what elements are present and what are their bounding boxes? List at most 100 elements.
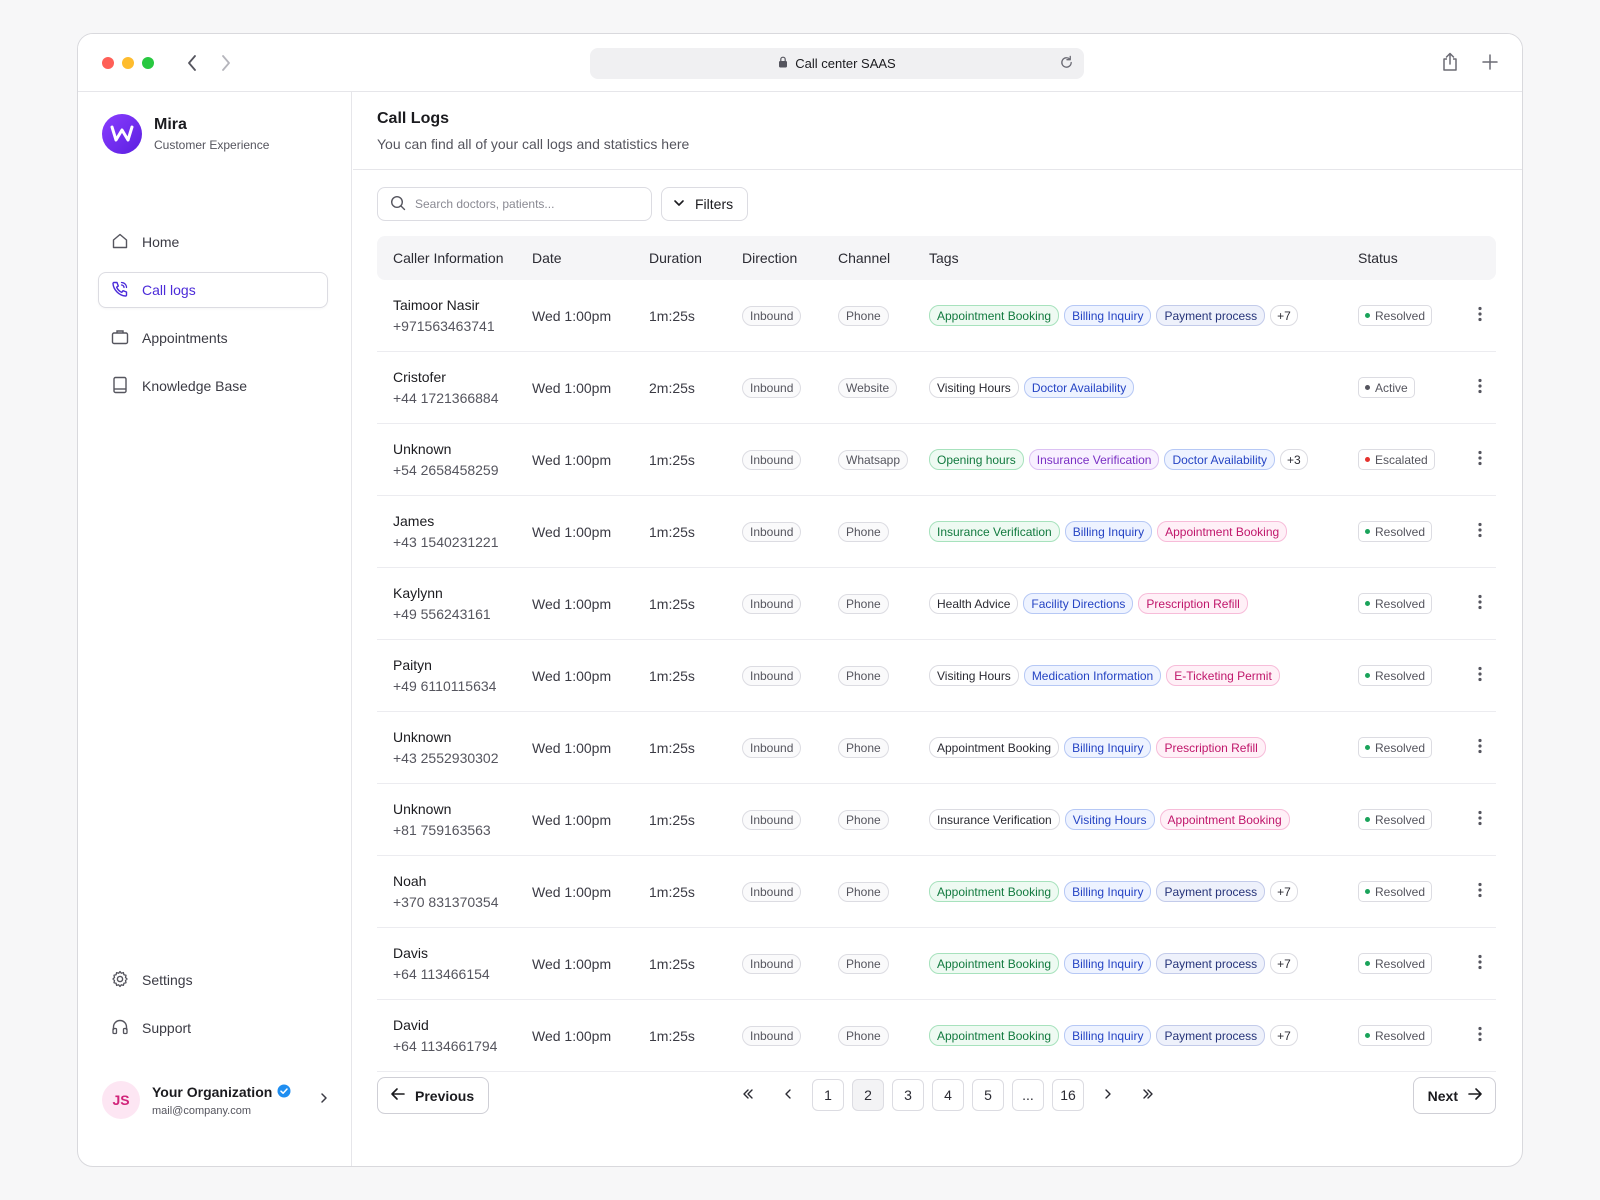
search-input[interactable] xyxy=(415,197,635,211)
more-options-icon[interactable] xyxy=(1477,306,1482,325)
more-options-icon[interactable] xyxy=(1477,882,1482,901)
tag[interactable]: Prescription Refill xyxy=(1138,593,1248,614)
column-header-date[interactable]: Date xyxy=(532,250,562,266)
tag[interactable]: Prescription Refill xyxy=(1156,737,1266,758)
tag[interactable]: Appointment Booking xyxy=(929,305,1060,326)
column-header-channel[interactable]: Channel xyxy=(838,250,891,266)
maximize-window-button[interactable] xyxy=(142,57,154,69)
previous-page-button[interactable]: Previous xyxy=(377,1077,490,1114)
page-number-button[interactable]: 4 xyxy=(932,1079,964,1111)
sidebar-item-appointments[interactable]: Appointments xyxy=(98,320,328,356)
share-icon[interactable] xyxy=(1442,52,1458,77)
next-page-button[interactable]: Next xyxy=(1412,1077,1496,1114)
tag[interactable]: Insurance Verification xyxy=(929,521,1060,542)
filters-button[interactable]: Filters xyxy=(661,187,749,221)
caller-name: Unknown xyxy=(393,441,452,457)
tag[interactable]: Payment process xyxy=(1156,881,1266,902)
page-number-button[interactable]: 16 xyxy=(1052,1079,1084,1111)
tag[interactable]: Payment process xyxy=(1156,305,1266,326)
forward-arrow-icon[interactable] xyxy=(218,53,234,73)
tag[interactable]: Doctor Availability xyxy=(1164,449,1275,470)
tag[interactable]: Billing Inquiry xyxy=(1064,1025,1152,1046)
close-window-button[interactable] xyxy=(102,57,114,69)
more-options-icon[interactable] xyxy=(1477,954,1482,973)
table-row[interactable]: David +64 1134661794 Wed 1:00pm 1m:25s Inbou… xyxy=(377,1000,1496,1072)
more-options-icon[interactable] xyxy=(1477,522,1482,541)
column-header-status[interactable]: Status xyxy=(1358,250,1398,266)
tag[interactable]: Insurance Verification xyxy=(929,809,1060,830)
next-page-arrow[interactable] xyxy=(1092,1079,1124,1111)
more-options-icon[interactable] xyxy=(1477,450,1482,469)
caller-phone: +49 556243161 xyxy=(393,606,491,622)
table-toolbar: Filters xyxy=(377,187,749,221)
sidebar-item-settings[interactable]: Settings xyxy=(98,962,328,998)
more-options-icon[interactable] xyxy=(1477,666,1482,685)
tag[interactable]: Billing Inquiry xyxy=(1064,305,1152,326)
tag[interactable]: Billing Inquiry xyxy=(1064,953,1152,974)
new-tab-icon[interactable] xyxy=(1482,52,1498,77)
tag[interactable]: Visiting Hours xyxy=(1064,809,1155,830)
table-row[interactable]: Unknown +81 759163563 Wed 1:00pm 1m:25s Inbo… xyxy=(377,784,1496,856)
tag[interactable]: Health Advice xyxy=(929,593,1019,614)
tag[interactable]: Medication Information xyxy=(1023,665,1162,686)
tag[interactable]: Payment process xyxy=(1156,953,1266,974)
tag[interactable]: +7 xyxy=(1270,953,1298,974)
table-row[interactable]: Paityn +49 6110115634 Wed 1:00pm 1m:25s Inbo… xyxy=(377,640,1496,712)
status-dot xyxy=(1365,313,1370,318)
sidebar-item-knowledge-base[interactable]: Knowledge Base xyxy=(98,368,328,404)
last-page-button[interactable] xyxy=(1132,1079,1164,1111)
sidebar-item-support[interactable]: Support xyxy=(98,1010,328,1046)
tag[interactable]: Payment process xyxy=(1156,1025,1266,1046)
table-row[interactable]: Davis +64 113466154 Wed 1:00pm 1m:25s Inboun… xyxy=(377,928,1496,1000)
first-page-button[interactable] xyxy=(732,1079,764,1111)
tag[interactable]: Appointment Booking xyxy=(1157,521,1288,542)
more-options-icon[interactable] xyxy=(1477,378,1482,397)
tag[interactable]: Appointment Booking xyxy=(929,953,1060,974)
tag[interactable]: Visiting Hours xyxy=(929,377,1019,398)
tag[interactable]: Appointment Booking xyxy=(929,1025,1060,1046)
tag[interactable]: Appointment Booking xyxy=(929,881,1060,902)
tag[interactable]: +3 xyxy=(1279,449,1308,470)
table-row[interactable]: Cristofer +44 1721366884 Wed 1:00pm 2m:25s I… xyxy=(377,352,1496,424)
more-options-icon[interactable] xyxy=(1477,594,1482,613)
tag[interactable]: Doctor Availability xyxy=(1023,377,1135,398)
table-row[interactable]: James +43 1540231221 Wed 1:00pm 1m:25s Inbou… xyxy=(377,496,1496,568)
page-number-button[interactable]: 5 xyxy=(972,1079,1004,1111)
tag[interactable]: Appointment Booking xyxy=(929,737,1060,758)
tag[interactable]: +7 xyxy=(1270,881,1298,902)
tag[interactable]: Billing Inquiry xyxy=(1064,521,1153,542)
column-header-duration[interactable]: Duration xyxy=(649,250,702,266)
table-row[interactable]: Noah +370 831370354 Wed 1:00pm 1m:25s Inboun… xyxy=(377,856,1496,928)
more-options-icon[interactable] xyxy=(1477,810,1482,829)
sidebar-item-call-logs[interactable]: Call logs xyxy=(98,272,328,308)
tag[interactable]: Appointment Booking xyxy=(1159,809,1290,830)
tag[interactable]: Billing Inquiry xyxy=(1064,881,1152,902)
tag[interactable]: Facility Directions xyxy=(1023,593,1134,614)
page-number-button[interactable]: 3 xyxy=(892,1079,924,1111)
tag[interactable]: +7 xyxy=(1270,305,1298,326)
organization-switcher[interactable]: JS Your Organization mail@company.com xyxy=(102,1078,328,1122)
more-options-icon[interactable] xyxy=(1477,1026,1482,1045)
address-bar[interactable]: Call center SAAS xyxy=(590,48,1084,79)
more-options-icon[interactable] xyxy=(1477,738,1482,757)
table-row[interactable]: Unknown +43 2552930302 Wed 1:00pm 1m:25s Inb… xyxy=(377,712,1496,784)
sidebar-item-home[interactable]: Home xyxy=(98,224,328,260)
tag[interactable]: Opening hours xyxy=(929,449,1024,470)
tag[interactable]: +7 xyxy=(1270,1025,1298,1046)
table-row[interactable]: Unknown +54 2658458259 Wed 1:00pm 1m:25s Inb… xyxy=(377,424,1496,496)
back-arrow-icon[interactable] xyxy=(184,53,200,73)
tag[interactable]: E-Ticketing Permit xyxy=(1166,665,1280,686)
minimize-window-button[interactable] xyxy=(122,57,134,69)
column-header-tags[interactable]: Tags xyxy=(929,250,959,266)
prev-page-arrow[interactable] xyxy=(772,1079,804,1111)
tag[interactable]: Insurance Verification xyxy=(1028,449,1160,470)
page-number-button[interactable]: 1 xyxy=(812,1079,844,1111)
column-header-direction[interactable]: Direction xyxy=(742,250,798,266)
tag[interactable]: Billing Inquiry xyxy=(1064,737,1152,758)
column-header-caller[interactable]: Caller Information xyxy=(393,250,504,266)
reload-icon[interactable] xyxy=(1059,55,1074,73)
tag[interactable]: Visiting Hours xyxy=(929,665,1019,686)
page-number-button[interactable]: 2 xyxy=(852,1079,884,1111)
table-row[interactable]: Kaylynn +49 556243161 Wed 1:00pm 1m:25s Inbo… xyxy=(377,568,1496,640)
table-row[interactable]: Taimoor Nasir +971563463741 Wed 1:00pm 1m:2… xyxy=(377,280,1496,352)
